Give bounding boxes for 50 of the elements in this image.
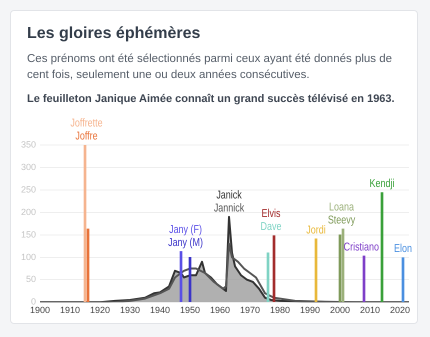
bar xyxy=(402,257,404,302)
x-tick-label: 2000 xyxy=(330,305,350,316)
bar xyxy=(380,192,384,302)
bar xyxy=(84,145,86,302)
x-tick-label: 1940 xyxy=(150,305,170,316)
x-tick-label: 1910 xyxy=(60,305,80,316)
bar xyxy=(314,238,318,302)
series-label: Steevy xyxy=(328,214,356,227)
text: Joffre xyxy=(75,130,98,143)
y-tick-label: 50 xyxy=(26,274,36,284)
series-label: Elvis xyxy=(262,208,280,220)
series-label: Elon xyxy=(394,243,412,256)
series-label: Jordi xyxy=(306,224,326,237)
series-label: Janick xyxy=(216,189,242,202)
bar xyxy=(188,256,192,302)
series-label: Cristiano xyxy=(344,241,380,254)
y-tick-label: 350 xyxy=(20,139,36,150)
text: Jannick xyxy=(214,202,245,215)
y-tick-label: 100 xyxy=(20,252,36,262)
series-label: Joffrette xyxy=(70,118,103,130)
y-tick-label: 0 xyxy=(31,296,36,307)
x-tick-label: 1930 xyxy=(120,305,140,316)
bar xyxy=(86,228,90,302)
series-label: Kendji xyxy=(370,178,394,190)
bar xyxy=(266,252,270,302)
x-tick-label: 1900 xyxy=(30,305,50,316)
x-tick-label: 1950 xyxy=(180,305,200,316)
x-tick-label: 1960 xyxy=(210,305,230,316)
y-tick-label: 150 xyxy=(20,229,36,240)
bar xyxy=(338,234,342,302)
y-tick-label: 250 xyxy=(20,184,36,194)
bar xyxy=(342,228,344,302)
chart-subtitle: Ces prénoms ont été sélectionnés parmi ceux ayant été donnés plus de cent fois, seulement une ou deux années consécutives. xyxy=(27,52,394,83)
x-tick-label: 2020 xyxy=(390,305,410,316)
x-tick-label: 1980 xyxy=(270,305,290,316)
bar xyxy=(272,235,276,302)
text: Le feuilleton Janique Aimée connaît un grand succès télévisé en 1963. xyxy=(27,93,396,105)
x-tick-label: 1920 xyxy=(90,305,110,316)
bar xyxy=(180,251,182,302)
series-label: Dave xyxy=(260,221,282,234)
y-tick-label: 300 xyxy=(20,162,36,172)
series-label: Jany (F) xyxy=(169,224,202,236)
series-label: Loana xyxy=(329,201,354,214)
x-tick-label: 1970 xyxy=(240,305,260,316)
bar xyxy=(362,256,366,302)
x-tick-label: 2010 xyxy=(360,305,380,316)
series-label: Jany (M) xyxy=(168,236,203,250)
x-tick-label: 1990 xyxy=(300,305,320,316)
chart-title: Les gloires éphémères xyxy=(27,25,200,43)
y-tick-label: 200 xyxy=(20,206,36,217)
